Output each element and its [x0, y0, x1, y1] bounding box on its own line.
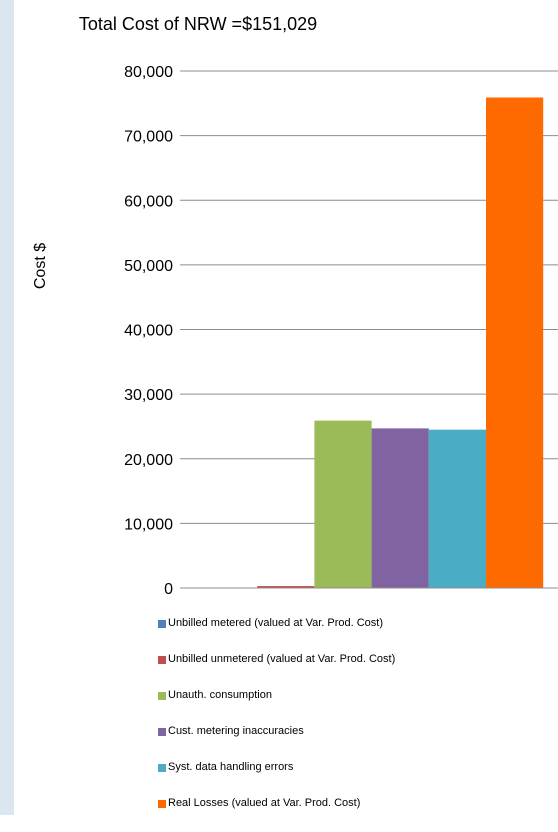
- legend-swatch: [158, 619, 166, 628]
- y-axis-label: Cost $: [32, 243, 49, 289]
- legend-swatch: [158, 655, 166, 664]
- legend-item: Real Losses (valued at Var. Prod. Cost): [158, 796, 558, 811]
- y-tick-label: 30,000: [124, 387, 173, 404]
- y-axis-ticks: 0 10,000 20,000 30,000 40,000 50,000 60,000 70,…: [124, 64, 186, 598]
- legend-item: Unbilled metered (valued at Var. Prod. C…: [158, 616, 558, 631]
- legend-item: Unauth. consumption: [158, 688, 558, 703]
- y-tick-label: 70,000: [124, 129, 173, 146]
- bars: [257, 97, 544, 588]
- y-tick-label: 60,000: [124, 193, 173, 210]
- legend-swatch: [158, 727, 166, 736]
- y-tick-label: 20,000: [124, 452, 173, 469]
- legend-label: Unbilled unmetered (valued at Var. Prod.…: [168, 653, 396, 665]
- legend-item: Unbilled unmetered (valued at Var. Prod.…: [158, 652, 558, 667]
- y-tick-label: 0: [164, 581, 173, 598]
- bar-6: [486, 97, 544, 588]
- chart-legend: Unbilled metered (valued at Var. Prod. C…: [158, 616, 558, 832]
- y-tick-label: 50,000: [124, 258, 173, 275]
- legend-item: Cust. metering inaccuracies: [158, 724, 558, 739]
- legend-swatch: [158, 763, 166, 772]
- left-border-strip: [0, 0, 14, 815]
- legend-label: Unbilled metered (valued at Var. Prod. C…: [168, 617, 384, 629]
- legend-swatch: [158, 691, 166, 700]
- legend-label: Real Losses (valued at Var. Prod. Cost): [168, 797, 361, 809]
- bar-chart: Total Cost of NRW =$151,029 Cost $ 0 10,0…: [32, 14, 558, 598]
- legend-label: Syst. data handling errors: [168, 761, 294, 773]
- legend-label: Cust. metering inaccuracies: [168, 725, 304, 737]
- legend-item: Syst. data handling errors: [158, 760, 558, 775]
- bar-3: [314, 420, 372, 588]
- y-tick-label: 40,000: [124, 323, 173, 340]
- chart-container: Total Cost of NRW =$151,029 Cost $ 0 10,0…: [14, 0, 558, 815]
- chart-title: Total Cost of NRW =$151,029: [79, 14, 317, 34]
- bar-4: [371, 428, 429, 588]
- legend-label: Unauth. consumption: [168, 689, 272, 701]
- y-tick-label: 10,000: [124, 516, 173, 533]
- gridlines: [186, 70, 558, 524]
- legend-swatch: [158, 799, 166, 808]
- y-tick-label: 80,000: [124, 64, 173, 81]
- bar-5: [428, 429, 486, 588]
- bar-2: [257, 586, 315, 588]
